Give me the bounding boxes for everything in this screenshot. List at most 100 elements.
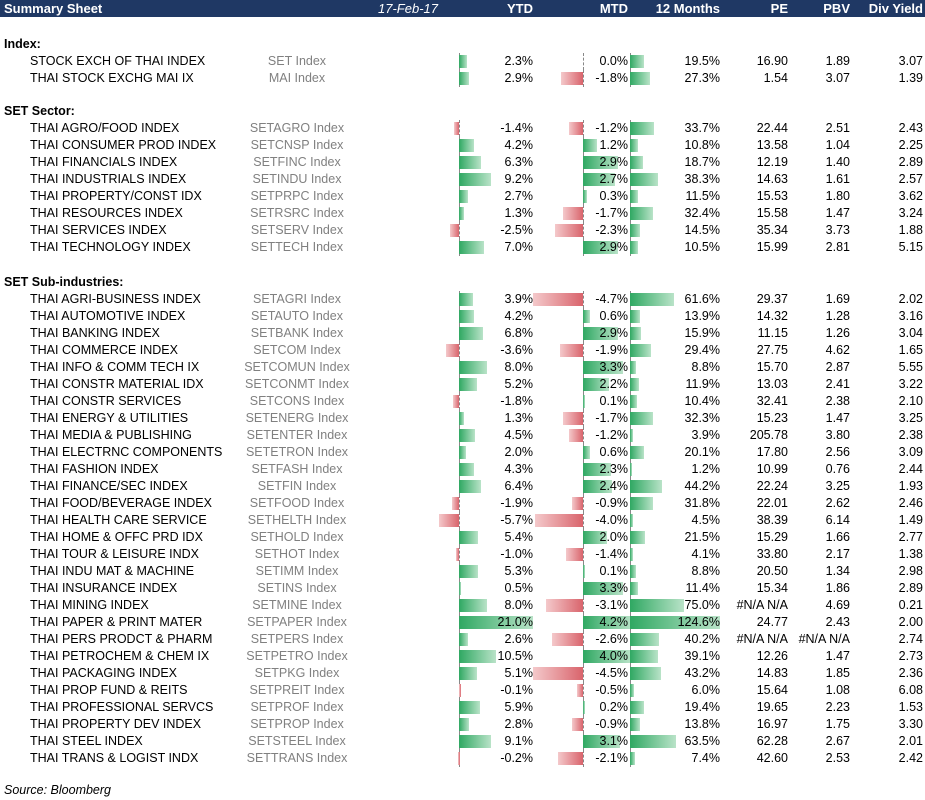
12m-bar — [630, 650, 659, 663]
index-name: STOCK EXCH OF THAI INDEX — [30, 54, 206, 68]
section-title: SET Sub-industries: — [0, 274, 925, 291]
mtd-value: -4.7% — [595, 292, 628, 306]
ytd-value: 2.9% — [504, 71, 534, 85]
12m-bar — [630, 480, 662, 493]
pe-value: 14.63 — [756, 172, 788, 186]
header-bar: Summary Sheet 17-Feb-17 YTD MTD 12 Month… — [0, 0, 925, 17]
ytd-bar — [459, 429, 475, 442]
12m-bar — [630, 224, 641, 237]
12m-bar — [630, 735, 676, 748]
ticker: SETAUTO Index — [251, 309, 343, 323]
pe-value: 32.41 — [756, 394, 788, 408]
index-name: THAI CONSTR MATERIAL IDX — [30, 377, 204, 391]
pbv-value: 2.23 — [825, 700, 850, 714]
pe-value: 15.99 — [756, 240, 788, 254]
index-name: THAI PAPER & PRINT MATER — [30, 615, 203, 629]
div-yield-value: 2.43 — [898, 121, 923, 135]
ticker: SETPERS Index — [250, 632, 344, 646]
pe-value: 15.53 — [756, 189, 788, 203]
12m-bar — [630, 412, 654, 425]
table-row: THAI PROPERTY/CONST IDX SETPRPC Index 2.7%… — [0, 188, 925, 205]
col-ytd: YTD — [507, 1, 533, 16]
index-name: THAI BANKING INDEX — [30, 326, 160, 340]
mtd-bar-axis — [583, 70, 584, 87]
ticker: SETRSRC Index — [250, 206, 344, 220]
12m-value: 15.9% — [684, 326, 720, 340]
table-row: THAI TECHNOLOGY INDEX SETTECH Index 7.0% 2.… — [0, 239, 925, 256]
index-name: THAI AGRI-BUSINESS INDEX — [30, 292, 201, 306]
pbv-value: 2.38 — [825, 394, 850, 408]
mtd-value: -1.8% — [595, 71, 628, 85]
div-yield-value: 3.09 — [898, 445, 923, 459]
12m-bar — [630, 293, 675, 306]
pbv-value: 2.67 — [825, 734, 850, 748]
mtd-value: 4.0% — [599, 649, 629, 663]
ytd-value: 0.5% — [504, 581, 534, 595]
pbv-value: 6.14 — [825, 513, 850, 527]
ytd-value: 2.7% — [504, 189, 534, 203]
pbv-value: 1.80 — [825, 189, 850, 203]
div-yield-value: 2.25 — [898, 138, 923, 152]
mtd-bar-axis — [583, 597, 584, 614]
ytd-bar — [452, 395, 459, 408]
ytd-bar — [459, 735, 491, 748]
pbv-value: 1.08 — [825, 683, 850, 697]
ytd-bar — [459, 241, 484, 254]
pe-value: 10.99 — [756, 462, 788, 476]
mtd-value: 1.2% — [599, 138, 629, 152]
ticker: SETTRANS Index — [246, 751, 348, 765]
index-name: THAI PERS PRODCT & PHARM — [30, 632, 213, 646]
ticker: MAI Index — [268, 71, 326, 85]
div-yield-value: 0.21 — [898, 598, 923, 612]
mtd-bar — [583, 395, 585, 408]
table-row: THAI BANKING INDEX SETBANK Index 6.8% 2.9% 1… — [0, 325, 925, 342]
ticker: SETFINC Index — [253, 155, 341, 169]
mtd-bar-axis — [583, 665, 584, 682]
div-yield-value: 3.62 — [898, 189, 923, 203]
pbv-value: 1.26 — [825, 326, 850, 340]
ytd-value: 5.2% — [504, 377, 534, 391]
12m-value: 11.5% — [685, 189, 720, 203]
ticker: SETMINE Index — [252, 598, 342, 612]
div-yield-value: 1.38 — [898, 547, 923, 561]
12m-bar — [630, 701, 644, 714]
index-name: THAI STEEL INDEX — [30, 734, 143, 748]
ticker: SETPREIT Index — [249, 683, 345, 697]
ytd-bar — [459, 55, 468, 68]
mtd-bar-axis — [583, 53, 584, 70]
div-yield-value: 2.10 — [898, 394, 923, 408]
index-name: THAI HEALTH CARE SERVICE — [30, 513, 207, 527]
12m-value: 32.3% — [684, 411, 720, 425]
pe-value: 62.28 — [756, 734, 788, 748]
index-name: THAI HOME & OFFC PRD IDX — [30, 530, 203, 544]
col-mtd: MTD — [599, 1, 628, 16]
pbv-value: 2.87 — [825, 360, 850, 374]
ytd-value: -1.0% — [500, 547, 533, 561]
12m-bar — [630, 565, 637, 578]
div-yield-value: 1.93 — [898, 479, 923, 493]
pbv-value: 1.75 — [825, 717, 850, 731]
mtd-bar — [583, 531, 607, 544]
mtd-bar-axis — [583, 291, 584, 308]
div-yield-value: 2.89 — [898, 581, 923, 595]
div-yield-value: 2.38 — [898, 428, 923, 442]
12m-value: 124.6% — [677, 615, 720, 629]
table-row: THAI PERS PRODCT & PHARM SETPERS Index 2.6… — [0, 631, 925, 648]
ytd-value: 9.2% — [504, 172, 534, 186]
table-row: THAI RESOURCES INDEX SETRSRC Index 1.3% -1.… — [0, 205, 925, 222]
12m-bar — [630, 548, 633, 561]
pbv-value: 1.47 — [825, 206, 850, 220]
ytd-value: 2.0% — [504, 445, 534, 459]
pe-value: 29.37 — [756, 292, 788, 306]
ytd-bar-axis — [459, 222, 460, 239]
mtd-value: -1.7% — [595, 411, 628, 425]
mtd-value: -0.9% — [595, 496, 628, 510]
mtd-bar — [583, 241, 618, 254]
col-pbv: PBV — [823, 1, 850, 16]
ticker: SETETRON Index — [245, 445, 349, 459]
12m-bar — [630, 361, 637, 374]
12m-bar — [630, 752, 636, 765]
12m-bar — [630, 327, 642, 340]
mtd-bar — [583, 139, 598, 152]
ytd-bar — [459, 599, 487, 612]
